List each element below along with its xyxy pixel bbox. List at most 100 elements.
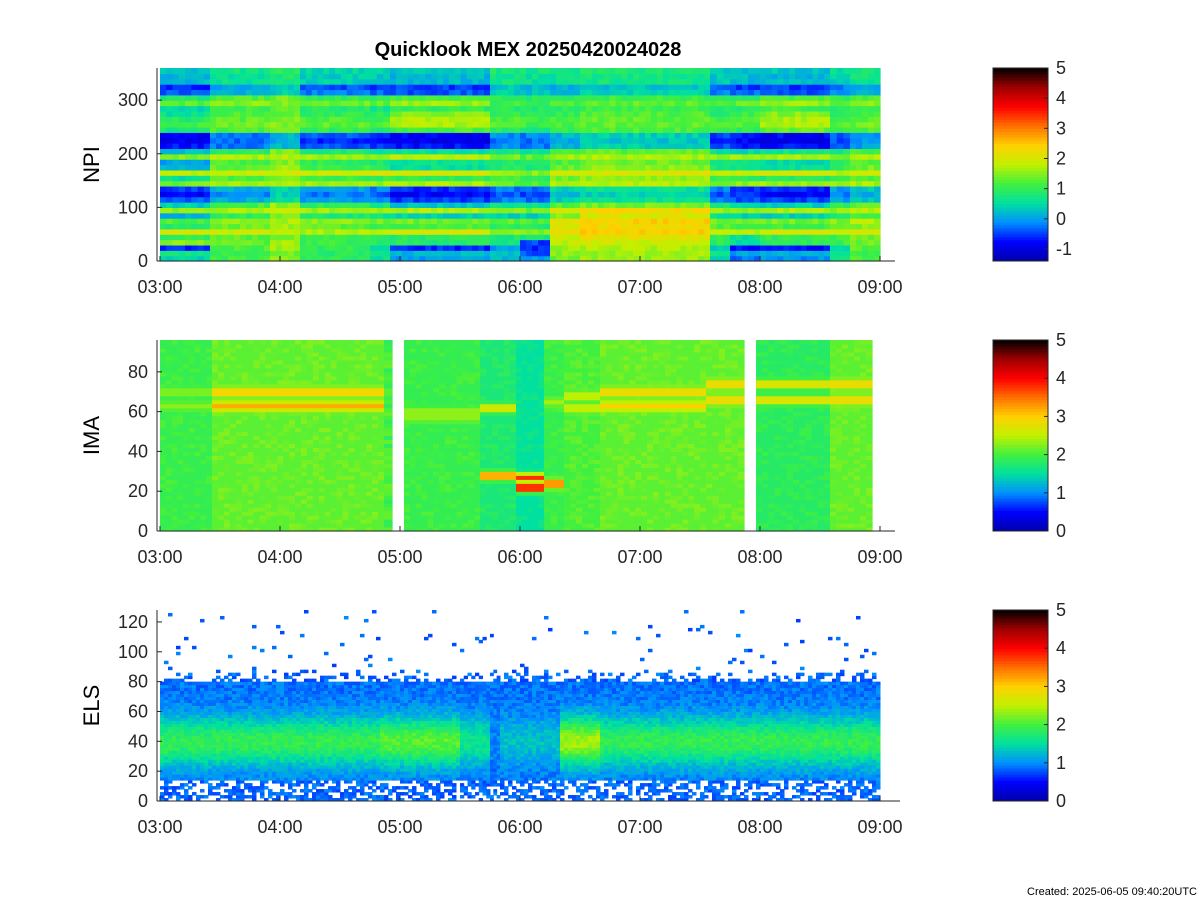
npi-cell [597,164,605,171]
npi-cell [264,132,271,139]
npi-cell [650,148,658,155]
npi-cell [270,228,277,235]
npi-cell [442,196,450,203]
npi-cell [442,137,450,144]
npi-cell [305,78,313,85]
npi-cell [748,73,755,80]
npi-cell [364,228,371,235]
npi-cell [323,250,330,257]
npi-cell [166,228,174,235]
npi-cell [783,234,790,241]
npi-cell [830,126,838,133]
npi-cell [191,121,199,128]
npi-cell [288,73,295,80]
ima-cell [160,487,167,492]
npi-cell [294,89,301,96]
npi-cell [633,73,640,80]
npi-cell [836,137,844,144]
npi-cell [178,255,186,262]
npi-cell [597,132,605,139]
npi-cell [431,223,438,230]
npi-cell [240,153,247,160]
npi-cell [401,148,409,155]
npi-cell [197,212,205,219]
npi-cell [723,132,731,139]
npi-cell [645,110,652,117]
npi-cell [615,89,622,96]
npi-cell [627,148,634,155]
npi-cell [783,159,790,166]
npi-cell [585,89,593,96]
npi-cell [556,234,563,241]
npi-cell [754,78,761,85]
npi-cell [502,191,509,198]
npi-cell [836,244,844,251]
npi-cell [704,212,711,219]
npi-cell [538,148,545,155]
npi-cell [460,110,468,117]
npi-cell [856,110,863,117]
npi-cell [323,94,330,101]
npi-cell [800,212,808,219]
npi-cell [754,110,761,117]
npi-cell [395,223,403,230]
npi-cell [288,169,295,176]
ima-cell [188,491,196,496]
npi-cell [639,244,646,251]
npi-cell [686,116,693,123]
npi-cell [674,207,682,214]
npi-cell [532,78,539,85]
npi-cell [191,110,199,117]
npi-cell [294,180,301,187]
npi-cell [550,105,557,112]
ima-cell [165,507,173,512]
npi-cell [216,110,223,117]
ima-cell [188,471,196,476]
npi-cell [538,191,545,198]
npi-cell [591,121,599,128]
npi-cell [478,132,485,139]
npi-cell [472,121,479,128]
npi-cell [736,143,743,150]
npi-cell [568,250,575,257]
npi-cell [680,164,687,171]
npi-cell [311,68,319,74]
npi-cell [294,202,301,208]
npi-cell [742,137,749,144]
npi-cell [390,159,397,166]
npi-cell [862,202,869,208]
ima-cell [194,423,202,429]
npi-cell [210,116,217,123]
npi-cell [574,153,581,160]
npi-cell [783,207,790,214]
npi-cell [806,89,814,96]
ima-cell [183,343,190,349]
npi-cell [795,68,802,74]
npi-cell [650,185,658,192]
ima-cell [206,527,213,532]
npi-cell [246,105,253,112]
npi-cell [615,191,622,198]
npi-cell [376,196,384,203]
npi-cell [358,137,365,144]
npi-cell [472,116,479,123]
npi-cell [246,143,253,150]
npi-cell [383,148,391,155]
npi-cell [836,169,844,176]
npi-cell [370,84,378,91]
npi-cell [777,218,784,225]
npi-cell [448,110,456,117]
npi-cell [760,202,767,208]
npi-cell [662,164,670,171]
npi-cell [346,191,354,198]
npi-cell [431,255,438,262]
npi-cell [390,196,397,203]
npi-cell [818,196,825,203]
npi-cell [172,175,180,182]
npi-cell [800,78,808,85]
npi-cell [591,100,599,107]
npi-cell [460,191,468,198]
ima-cell [160,435,167,441]
npi-cell [627,207,634,214]
npi-cell [395,234,403,241]
